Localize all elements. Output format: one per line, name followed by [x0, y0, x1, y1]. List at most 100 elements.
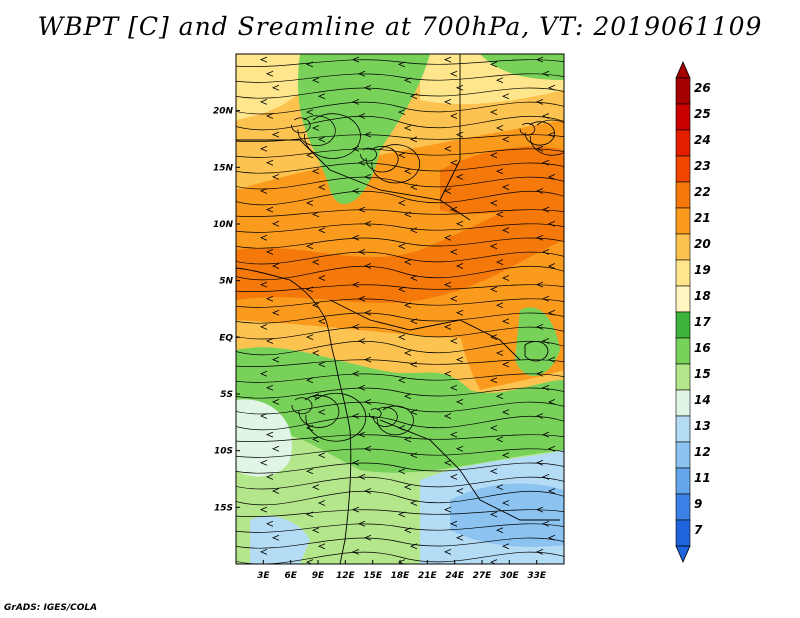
streamline-arrow [501, 93, 510, 100]
vortex-southwest [291, 392, 367, 442]
streamline-arrow [305, 243, 314, 250]
streamline-arrow [317, 93, 326, 100]
vortex-ring [305, 392, 367, 442]
streamline [236, 509, 564, 517]
coastline-west-africa [236, 267, 352, 564]
streamline-arrow [443, 413, 452, 419]
streamline-arrow [311, 302, 320, 309]
streamline-arrow [547, 220, 556, 227]
streamline-arrow [271, 174, 280, 180]
streamline-arrow [535, 99, 544, 105]
streamline-arrow [409, 184, 418, 190]
streamline-arrow [317, 500, 326, 506]
streamline-arrow [259, 145, 268, 152]
streamline-arrow [547, 534, 556, 541]
colorbar-label: 23 [694, 159, 711, 173]
vortex-ring [365, 146, 399, 173]
streamline-arrow [305, 109, 314, 115]
streamline-arrow [357, 338, 366, 344]
streamline-arrow [259, 324, 268, 330]
streamline-arrow [409, 409, 418, 415]
streamline-arrow [547, 399, 556, 405]
colorbar-swatch [675, 77, 691, 105]
lon-tick-label: 33E [527, 571, 547, 581]
lon-tick-label: 18E [391, 571, 411, 581]
vortex-ring [529, 119, 564, 156]
streamline-arrow [443, 281, 452, 288]
streamline-arrow [397, 109, 406, 115]
streamline-arrow [449, 338, 458, 344]
streamline-arrow [351, 324, 360, 330]
streamline-arrow [541, 431, 550, 438]
streamline-arrow [403, 77, 412, 84]
streamline-arrow [455, 356, 464, 363]
vortex-ring [377, 405, 414, 436]
streamline [236, 190, 564, 206]
colorbar-swatch [675, 155, 691, 183]
vortex-ring [371, 144, 421, 184]
lat-tick-label: 20N [213, 107, 234, 117]
colorbar-swatch [675, 493, 691, 521]
streamline-arrow [271, 488, 280, 494]
streamline-arrow [311, 168, 320, 175]
streamline-arrow [495, 393, 504, 400]
streamline-arrow [489, 243, 498, 250]
lon-tick-label: 21E [418, 571, 438, 581]
streamline [236, 434, 564, 442]
streamline-arrow [397, 286, 406, 293]
colorbar-label: 11 [694, 471, 711, 485]
streamline-arrow [403, 125, 412, 131]
colorbar-label: 12 [694, 445, 711, 459]
streamline [236, 448, 564, 458]
streamline-arrow [455, 84, 464, 91]
credit-text: GrADS: IGES/COLA [4, 603, 98, 613]
streamline-arrow [455, 263, 464, 269]
streamline-arrow [305, 200, 314, 206]
streamline-arrow [351, 459, 360, 466]
streamline-arrow [535, 234, 544, 241]
streamline-arrow [409, 136, 418, 143]
colorbar-swatch [675, 259, 691, 287]
streamline [236, 312, 564, 324]
streamline [236, 87, 564, 99]
colorbar-bottom-arrow [675, 545, 691, 563]
streamline-arrow [489, 61, 498, 68]
streamline-arrow [495, 211, 504, 218]
streamline-arrow [455, 399, 464, 405]
streamline-arrow [265, 384, 274, 391]
streamline-arrow [409, 227, 418, 234]
streamline-arrow [351, 56, 360, 63]
streamline-arrow [311, 527, 320, 534]
streamline-arrow [271, 399, 280, 405]
streamline [236, 284, 564, 292]
lat-tick-label: 15N [213, 163, 234, 173]
streamline-arrow [265, 249, 274, 255]
streamline-arrow [547, 84, 556, 91]
streamline-arrow [259, 370, 268, 377]
streamline [236, 298, 564, 308]
streamline-arrow [495, 302, 504, 309]
streamline-arrow [363, 399, 372, 405]
streamline-arrow [501, 227, 510, 234]
longitude-axis: 3E 6E 9E 12E 15E 18E 21E 24E 27E 30E 33E [257, 560, 547, 581]
streamline-arrow [547, 131, 556, 138]
colorbar-label: 13 [694, 419, 711, 433]
lat-tick-label: 5S [220, 390, 233, 400]
streamline [236, 537, 564, 549]
streamline-arrow [409, 275, 418, 281]
streamline-arrow [265, 338, 274, 344]
streamline-arrow [397, 334, 406, 340]
streamline-arrow [455, 445, 464, 452]
vortex-ring [519, 122, 536, 136]
streamline-arrow [449, 474, 458, 480]
streamline-arrow [449, 295, 458, 302]
vortex-ring [372, 406, 398, 427]
streamline-arrow [489, 468, 498, 475]
streamline-arrow [449, 431, 458, 438]
vortex-ring [368, 408, 382, 419]
streamline [236, 59, 564, 67]
streamline [236, 373, 564, 383]
streamline-arrow [501, 452, 510, 459]
streamline [236, 490, 564, 506]
streamline-arrow [259, 459, 268, 466]
